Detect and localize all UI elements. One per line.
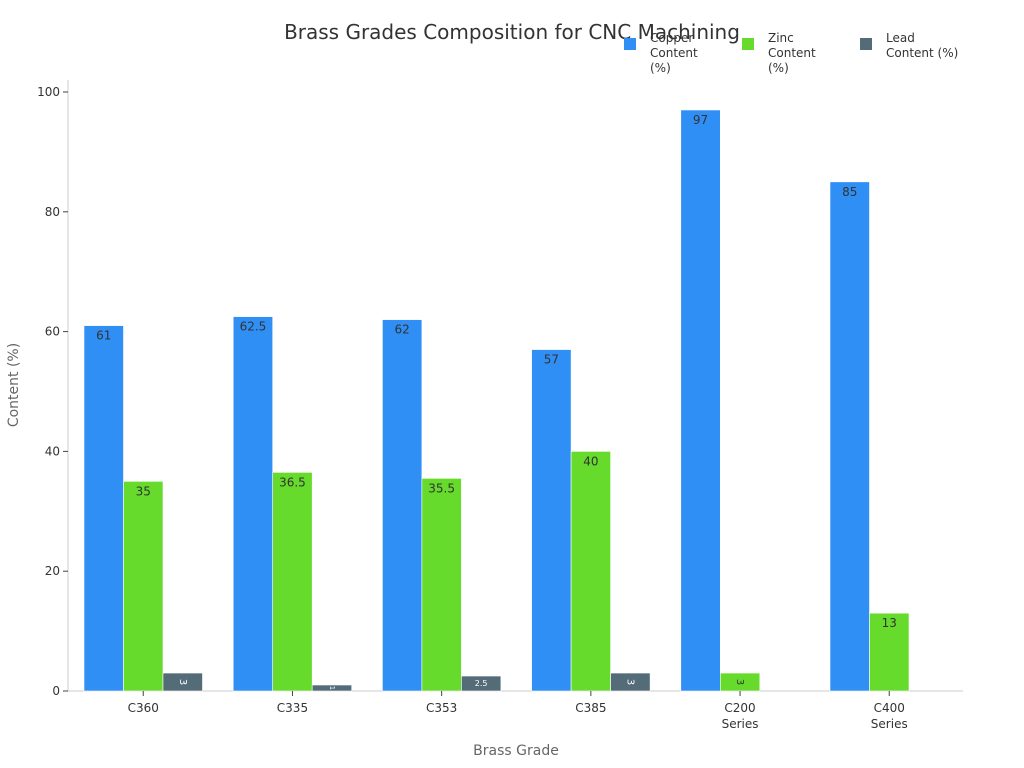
y-axis-title: Content (%) [6,343,22,427]
y-tick-label: 20 [45,564,60,578]
legend-item-copper[interactable]: Copper Content (%) [624,31,722,76]
legend-label-zinc: Zinc Content (%) [768,31,816,75]
legend-swatch-copper [624,38,636,50]
y-tick-label: 100 [37,85,60,99]
legend-label-copper: Copper Content (%) [650,31,698,75]
data-label: 3 [734,679,745,685]
bar [311,684,353,692]
data-label: 97 [693,113,708,127]
bar [83,325,124,692]
bar [531,349,572,692]
legend-swatch-lead [860,38,872,50]
data-label: 3 [624,679,635,685]
chart-title: Brass Grades Composition for CNC Machini… [284,20,740,44]
bar [461,675,502,692]
data-label: 13 [882,616,897,630]
legend-item-lead[interactable]: Lead Content (%) [860,31,958,76]
legend-swatch-zinc [742,38,754,50]
data-label: 36.5 [279,475,306,489]
x-tick-label: C200 Series [722,701,759,731]
bar [680,109,721,692]
bar [421,478,462,692]
y-tick-label: 0 [52,684,60,698]
legend-item-zinc[interactable]: Zinc Content (%) [742,31,840,76]
bar [162,672,203,692]
legend-label-lead: Lead Content (%) [886,31,959,60]
bar [272,472,313,692]
data-label: 61 [96,329,111,343]
bar [610,672,651,692]
bar [382,319,423,692]
bar [123,481,164,692]
x-axis-title: Brass Grade [473,743,559,759]
data-label: 62 [395,323,410,337]
data-label: 35.5 [428,481,455,495]
bar [829,181,870,692]
bar [232,316,273,692]
chart-legend: Copper Content (%) Zinc Content (%) Lead… [624,31,978,76]
data-label: 57 [544,353,559,367]
y-tick-label: 60 [45,325,60,339]
data-label: 40 [583,454,598,468]
bar [570,451,611,692]
bar [869,612,910,692]
x-tick-label: C360 [128,701,159,715]
data-label: 85 [842,185,857,199]
data-label: 62.5 [240,320,267,334]
data-label: 35 [136,484,151,498]
x-tick-label: C335 [277,701,308,715]
data-label: 3 [177,679,188,685]
y-tick-label: 80 [45,205,60,219]
x-tick-label: C353 [426,701,457,715]
x-tick-label: C400 Series [871,701,908,731]
data-label: 2.5 [475,679,488,688]
x-tick-label: C385 [575,701,606,715]
data-label: 1 [328,686,336,690]
y-tick-label: 40 [45,444,60,458]
